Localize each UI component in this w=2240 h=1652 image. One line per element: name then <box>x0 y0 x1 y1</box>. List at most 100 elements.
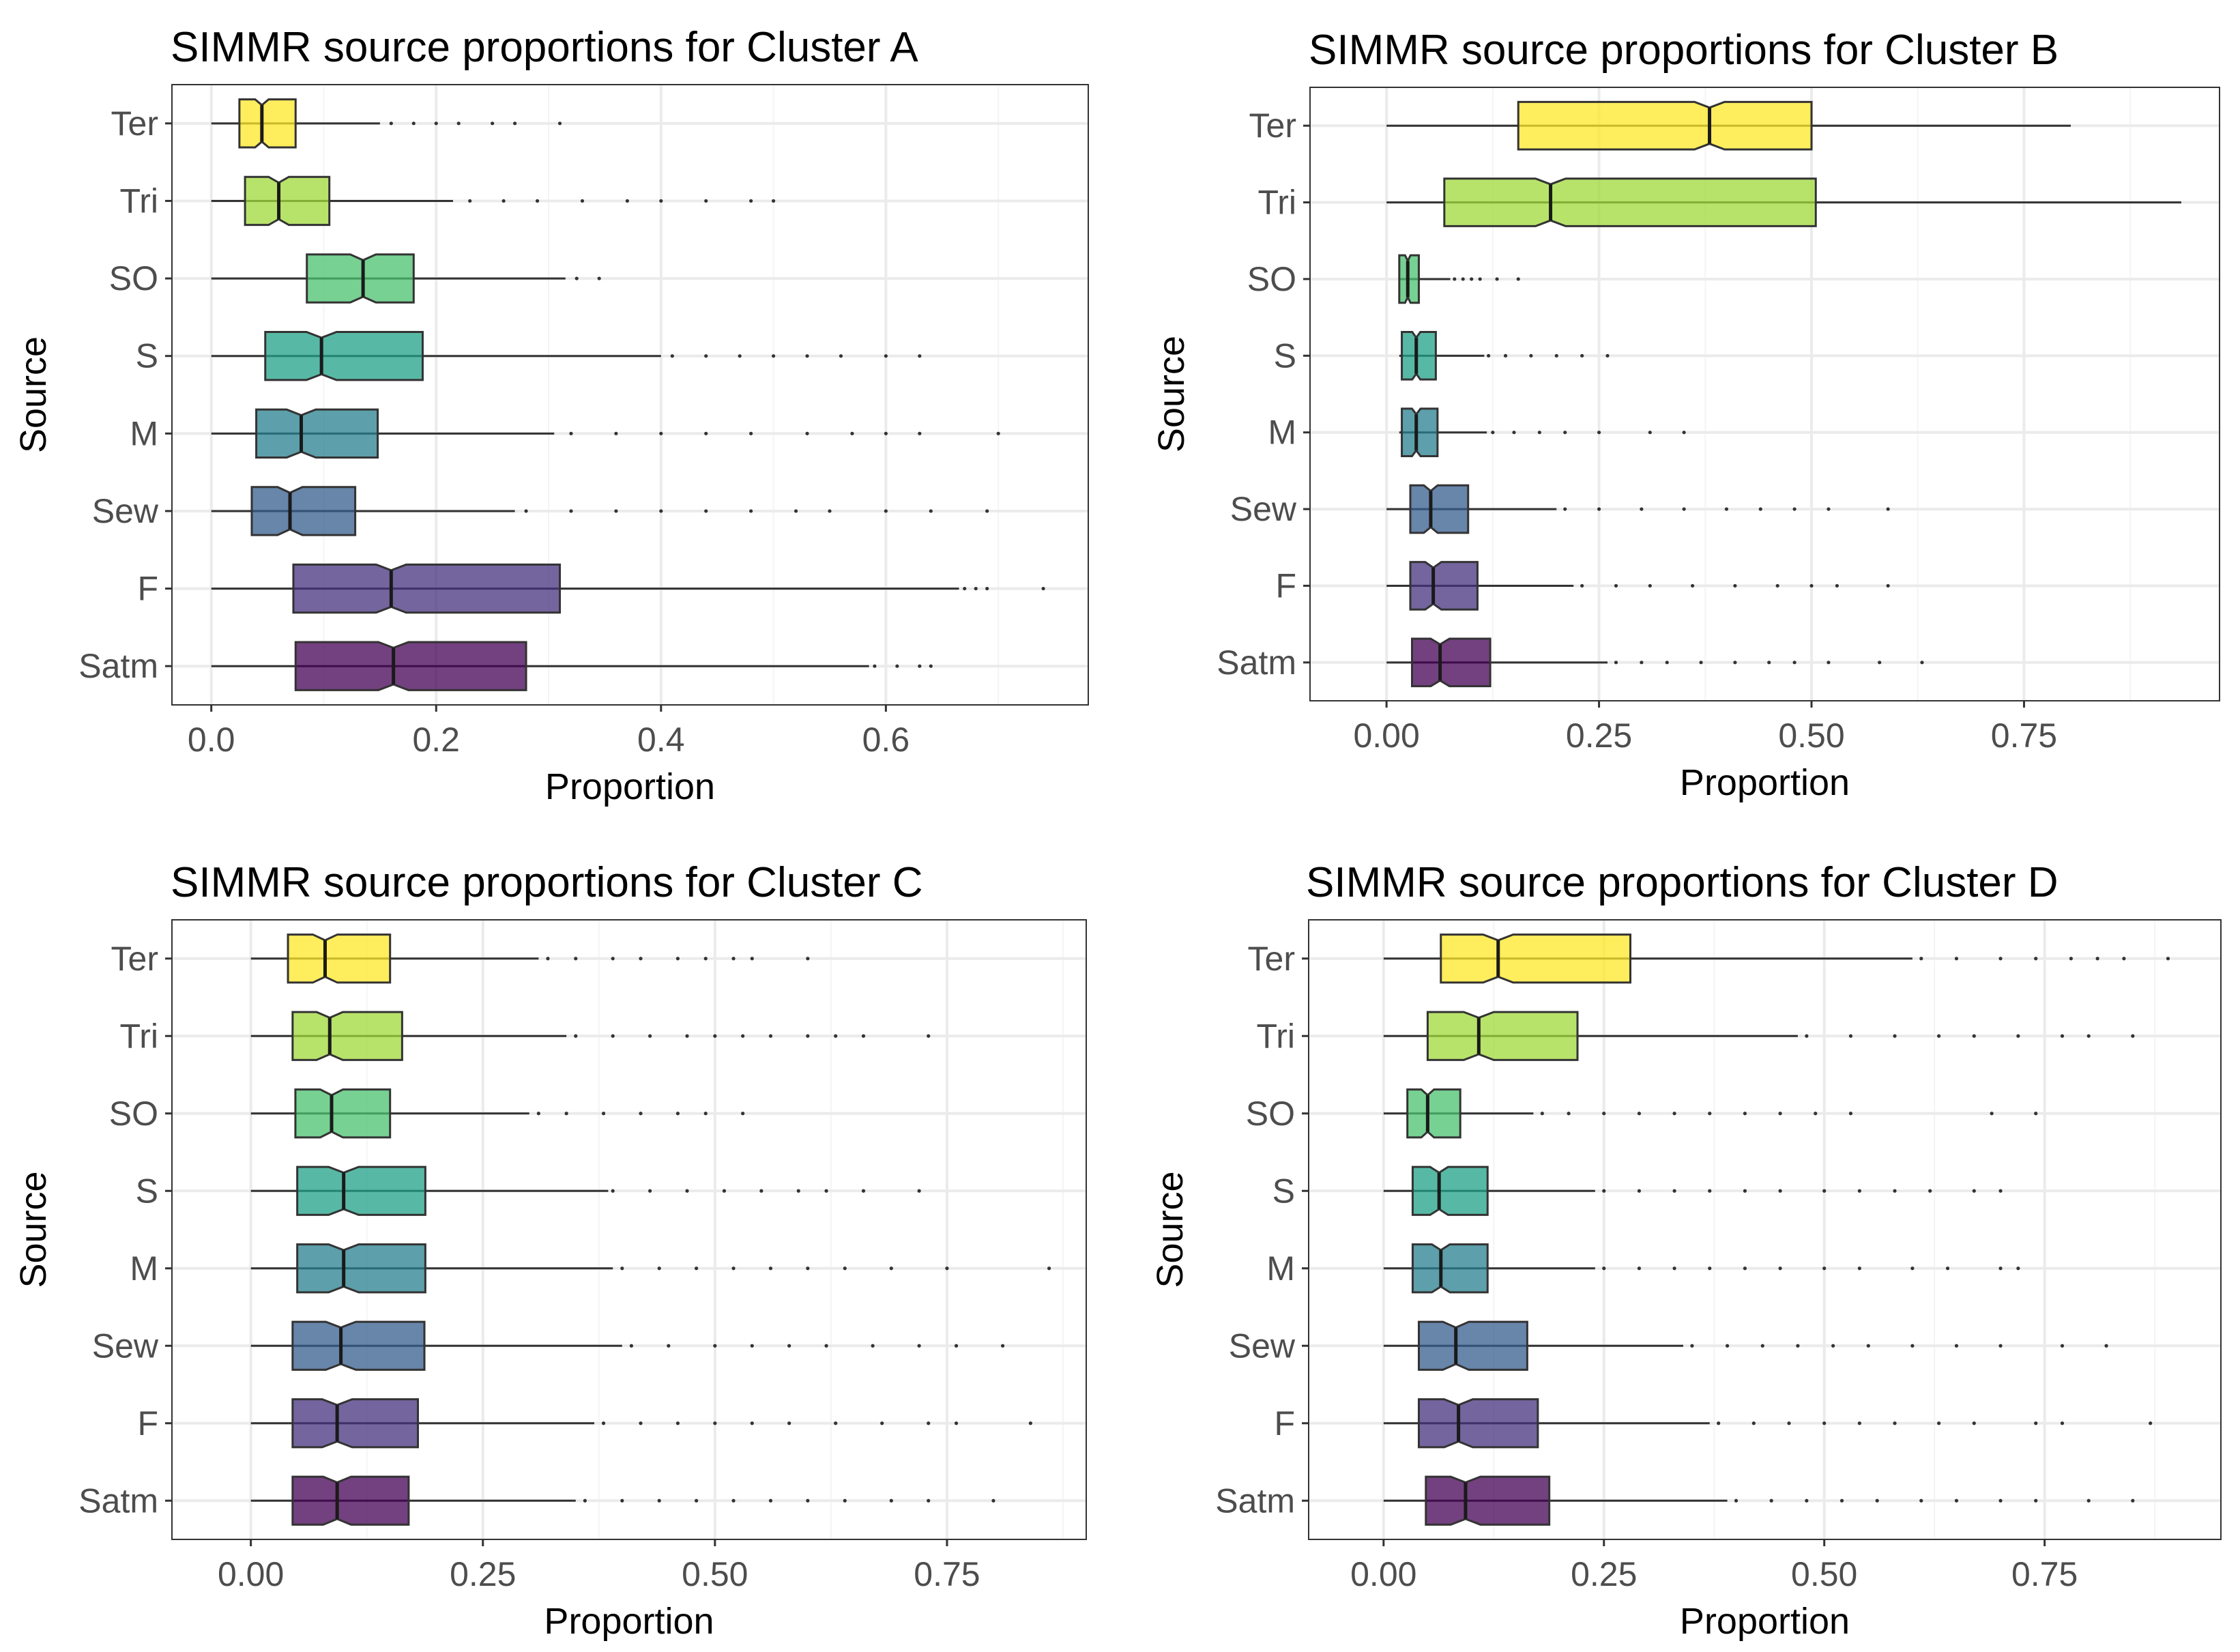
box-sew <box>291 1320 426 1371</box>
outlier-point <box>659 509 663 513</box>
outlier-point <box>611 1034 615 1038</box>
x-tick-label: 0.75 <box>2011 1555 2078 1593</box>
outlier-point <box>954 1344 959 1348</box>
box-ter <box>1517 100 1813 151</box>
outlier-point <box>1945 1266 1950 1271</box>
outlier-point <box>601 1112 606 1116</box>
outlier-point <box>564 1112 568 1116</box>
boxplot-tri <box>211 175 776 227</box>
box-so <box>306 253 415 304</box>
x-tick-label: 0.75 <box>914 1555 980 1593</box>
x-tick-label: 0.2 <box>412 721 460 759</box>
outlier-point <box>1805 1034 1809 1038</box>
box-so <box>1406 1088 1461 1139</box>
box-satm <box>1411 637 1492 688</box>
outlier-point <box>1848 1112 1853 1116</box>
y-tick-label: S <box>136 1172 158 1210</box>
y-axis-title: Source <box>13 336 54 453</box>
outlier-point <box>918 664 922 668</box>
x-tick-label: 0.50 <box>682 1555 748 1593</box>
x-tick-label: 0.0 <box>188 721 235 759</box>
outlier-point <box>889 1266 893 1271</box>
outlier-point <box>884 509 888 513</box>
outlier-point <box>787 1344 791 1348</box>
outlier-point <box>1734 1498 1739 1503</box>
outlier-point <box>1822 1421 1827 1425</box>
box-m <box>1411 1243 1489 1294</box>
outlier-point <box>583 1498 587 1503</box>
outlier-point <box>731 957 736 961</box>
boxplot-so <box>1383 1088 2038 1139</box>
box-f <box>291 1398 420 1449</box>
y-tick-label: Sew <box>92 492 159 530</box>
outlier-point <box>1487 353 1491 358</box>
outlier-point <box>738 354 742 358</box>
outlier-point <box>1990 1112 1994 1116</box>
outlier-point <box>1743 1112 1747 1116</box>
y-tick-label: Satm <box>1217 643 1296 682</box>
outlier-point <box>884 431 888 435</box>
plot-frame <box>1309 87 2220 701</box>
outlier-point <box>954 1421 959 1425</box>
outlier-point <box>843 1498 847 1503</box>
outlier-point <box>1857 1189 1861 1193</box>
outlier-point <box>569 431 573 435</box>
x-tick-label: 0.75 <box>1991 716 2057 755</box>
outlier-point <box>2122 957 2126 961</box>
outlier-point <box>1563 507 1567 511</box>
outlier-point <box>1495 277 1499 281</box>
outlier-point <box>1672 1266 1676 1271</box>
outlier-point <box>695 1266 699 1271</box>
outlier-point <box>929 664 933 668</box>
outlier-point <box>805 431 809 435</box>
outlier-point <box>648 1189 652 1193</box>
outlier-point <box>839 354 843 358</box>
outlier-point <box>1699 661 1703 665</box>
outlier-point <box>1597 431 1601 435</box>
outlier-point <box>861 1189 866 1193</box>
y-tick-label: M <box>130 414 158 452</box>
outlier-point <box>1919 1498 1923 1503</box>
outlier-point <box>1972 1421 1976 1425</box>
outlier-point <box>927 1034 931 1038</box>
x-tick-label: 0.25 <box>450 1555 516 1593</box>
outlier-point <box>1758 507 1762 511</box>
outlier-point <box>1672 1189 1676 1193</box>
x-axis-title: Proportion <box>545 766 715 807</box>
y-tick-label: Tri <box>120 182 158 220</box>
outlier-point <box>557 121 562 126</box>
outlier-point <box>2034 1498 2038 1503</box>
outlier-point <box>1540 1112 1544 1116</box>
outlier-point <box>927 1421 931 1425</box>
outlier-point <box>1998 1189 2003 1193</box>
outlier-point <box>1733 661 1737 665</box>
outlier-point <box>1751 1421 1756 1425</box>
y-tick-label: Satm <box>78 647 158 685</box>
outlier-point <box>2060 1034 2065 1038</box>
outlier-point <box>1708 1112 1712 1116</box>
box-s <box>1401 330 1437 381</box>
outlier-point <box>657 1266 661 1271</box>
boxplot-f <box>1383 1398 2153 1449</box>
outlier-point <box>806 957 810 961</box>
outlier-point <box>2016 1034 2020 1038</box>
outlier-point <box>741 1112 745 1116</box>
boxplot-sew <box>211 486 989 536</box>
outlier-point <box>546 957 550 961</box>
outlier-point <box>945 1266 949 1271</box>
outlier-point <box>1814 1112 1818 1116</box>
plot-frame <box>1308 919 2222 1540</box>
outlier-point <box>1866 1344 1870 1348</box>
outlier-point <box>918 354 922 358</box>
outlier-point <box>574 1034 578 1038</box>
outlier-point <box>1886 583 1890 588</box>
panel-title: SIMMR source proportions for Cluster C <box>171 859 923 906</box>
boxplot-satm <box>211 641 933 691</box>
outlier-point <box>2095 957 2099 961</box>
outlier-point <box>750 957 754 961</box>
outlier-point <box>1998 1344 2003 1348</box>
outlier-point <box>1822 1266 1827 1271</box>
y-tick-label: SO <box>1246 1095 1295 1133</box>
outlier-point <box>768 1034 773 1038</box>
outlier-point <box>824 1189 828 1193</box>
